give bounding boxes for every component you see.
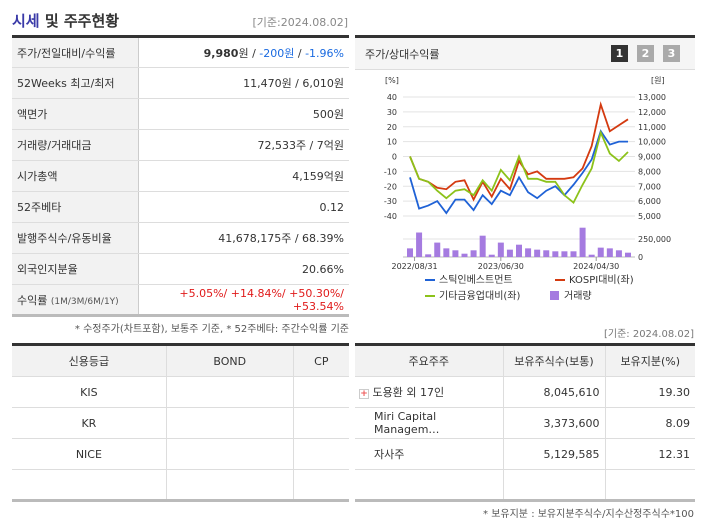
left-tick-label: 40 xyxy=(387,93,397,102)
right-tick-label: 13,000 xyxy=(638,93,666,102)
table-row: + 도용환 외 17인 8,045,610 19.30 xyxy=(355,376,695,408)
right-tick-label: 8,000 xyxy=(638,167,661,176)
volume-bar xyxy=(625,252,631,257)
legend-label: 거래량 xyxy=(564,290,592,302)
volume-bar xyxy=(461,253,468,257)
left-tick-label: 20 xyxy=(387,123,397,132)
holders-as-of: [기준: 2024.08.02] xyxy=(603,329,694,340)
table-row: 52주베타 0.12 xyxy=(12,191,349,223)
volume-bar xyxy=(479,235,486,257)
left-tick-label: 10 xyxy=(387,138,397,147)
right-tick-label: 9,000 xyxy=(638,153,661,162)
expand-icon[interactable]: + xyxy=(359,389,369,399)
volume-bar xyxy=(497,242,504,257)
volume-bar xyxy=(543,250,550,257)
table-row: NICE xyxy=(12,438,349,470)
table-row: KR xyxy=(12,407,349,439)
volume-bar xyxy=(615,250,622,257)
as-of-date: [기준:2024.08.02] xyxy=(252,16,348,29)
table-row: Miri Capital Managem… 3,373,600 8.09 xyxy=(355,407,695,439)
volume-bar xyxy=(506,249,513,257)
volume-bar xyxy=(434,242,441,257)
volume-bar xyxy=(579,227,586,257)
series-line xyxy=(409,101,629,202)
left-tick-label: -20 xyxy=(384,182,397,191)
legend-label: KOSPI대비(좌) xyxy=(569,274,634,286)
right-tick-label: 6,000 xyxy=(638,197,661,206)
legend-label: 기타금융업대비(좌) xyxy=(439,289,521,302)
x-tick-label: 2022/08/31 xyxy=(391,262,437,271)
volume-bar xyxy=(606,248,613,257)
table-row xyxy=(355,469,695,501)
series-line xyxy=(409,129,629,205)
table-row: 자사주 5,129,585 12.31 xyxy=(355,438,695,470)
volume-tick-label: 0 xyxy=(638,253,643,262)
left-tick-label: -10 xyxy=(384,167,397,176)
table-row: 거래량/거래대금 72,533주 / 7억원 xyxy=(12,129,349,161)
chart-page-3-button[interactable]: 3 xyxy=(663,45,680,62)
volume-bar xyxy=(570,251,577,257)
legend-swatch xyxy=(550,291,559,300)
volume-tick-label: 250,000 xyxy=(638,235,671,244)
volume-bar xyxy=(452,250,459,257)
relative-return-chart: [%] [원] 40 13,000 30 12,000 20 11,000 10 10,000 0 9… xyxy=(384,76,671,302)
right-axis-unit: [원] xyxy=(651,76,665,85)
table-row: 수익률 (1M/3M/6M/1Y) +5.05%/ +14.84%/ +50.30… xyxy=(12,284,349,316)
volume-bar xyxy=(588,254,595,257)
table-row: 외국인지분율 20.66% xyxy=(12,253,349,285)
x-tick-label: 2024/04/30 xyxy=(573,262,619,271)
left-tick-label: 30 xyxy=(387,108,397,117)
right-tick-label: 5,000 xyxy=(638,212,661,221)
volume-bar xyxy=(534,249,541,257)
left-tick-label: 0 xyxy=(392,153,397,162)
volume-bar xyxy=(525,248,532,257)
left-tick-label: -40 xyxy=(384,212,397,221)
table-row: 52Weeks 최고/최저 11,470원 / 6,010원 xyxy=(12,67,349,99)
volume-bar xyxy=(516,244,522,257)
volume-bar xyxy=(552,251,559,257)
right-tick-label: 7,000 xyxy=(638,182,661,191)
table-row: 액면가 500원 xyxy=(12,98,349,130)
page-title: 시세 및 주주현황 xyxy=(12,12,120,30)
table-row xyxy=(12,469,349,501)
right-tick-label: 10,000 xyxy=(638,138,666,147)
chart-panel: 주가/상대수익률 1 2 3 [%] [원] 40 13,000 30 12,000 20 1… xyxy=(355,35,695,315)
left-axis-unit: [%] xyxy=(385,76,399,85)
chart-title: 주가/상대수익률 xyxy=(365,48,440,61)
volume-bar xyxy=(561,251,568,257)
volume-bar xyxy=(470,250,477,257)
volume-bar xyxy=(488,254,495,257)
table-row: 발행주식수/유동비율 41,678,175주 / 68.39% xyxy=(12,222,349,254)
chart-page-2-button[interactable]: 2 xyxy=(637,45,654,62)
volume-bar xyxy=(407,248,413,257)
price-footnote: * 수정주가(차트포함), 보통주 기준, * 52주베타: 주간수익률 기준 xyxy=(74,324,349,335)
left-tick-label: -30 xyxy=(384,197,397,206)
price-info-table: 주가/전일대비/수익률 9,980원 / -200원 / -1.96% 52Wee… xyxy=(12,35,349,317)
holders-footnote: * 보유지분 : 보유지분주식수/지수산정주식수*100 xyxy=(483,509,694,520)
volume-bar xyxy=(597,247,604,257)
volume-bar xyxy=(443,248,450,257)
table-row: 시가총액 4,159억원 xyxy=(12,160,349,192)
legend-label: 스틱인베스트먼트 xyxy=(439,274,513,286)
x-tick-label: 2023/06/30 xyxy=(478,262,524,271)
right-tick-label: 11,000 xyxy=(638,123,666,132)
chart-page-1-button[interactable]: 1 xyxy=(611,45,628,62)
series-line xyxy=(409,129,628,215)
table-row: KIS xyxy=(12,376,349,408)
volume-bar xyxy=(425,254,432,257)
credit-rating-table: 신용등급 BOND CP KIS KR NICE xyxy=(12,343,349,502)
table-row: 주가/전일대비/수익률 9,980원 / -200원 / -1.96% xyxy=(12,36,349,68)
right-tick-label: 12,000 xyxy=(638,108,666,117)
major-shareholders-table: 주요주주 보유주식수(보통) 보유지분(%) + 도용환 외 17인 8,045,61… xyxy=(355,343,695,502)
volume-bar xyxy=(416,232,423,257)
